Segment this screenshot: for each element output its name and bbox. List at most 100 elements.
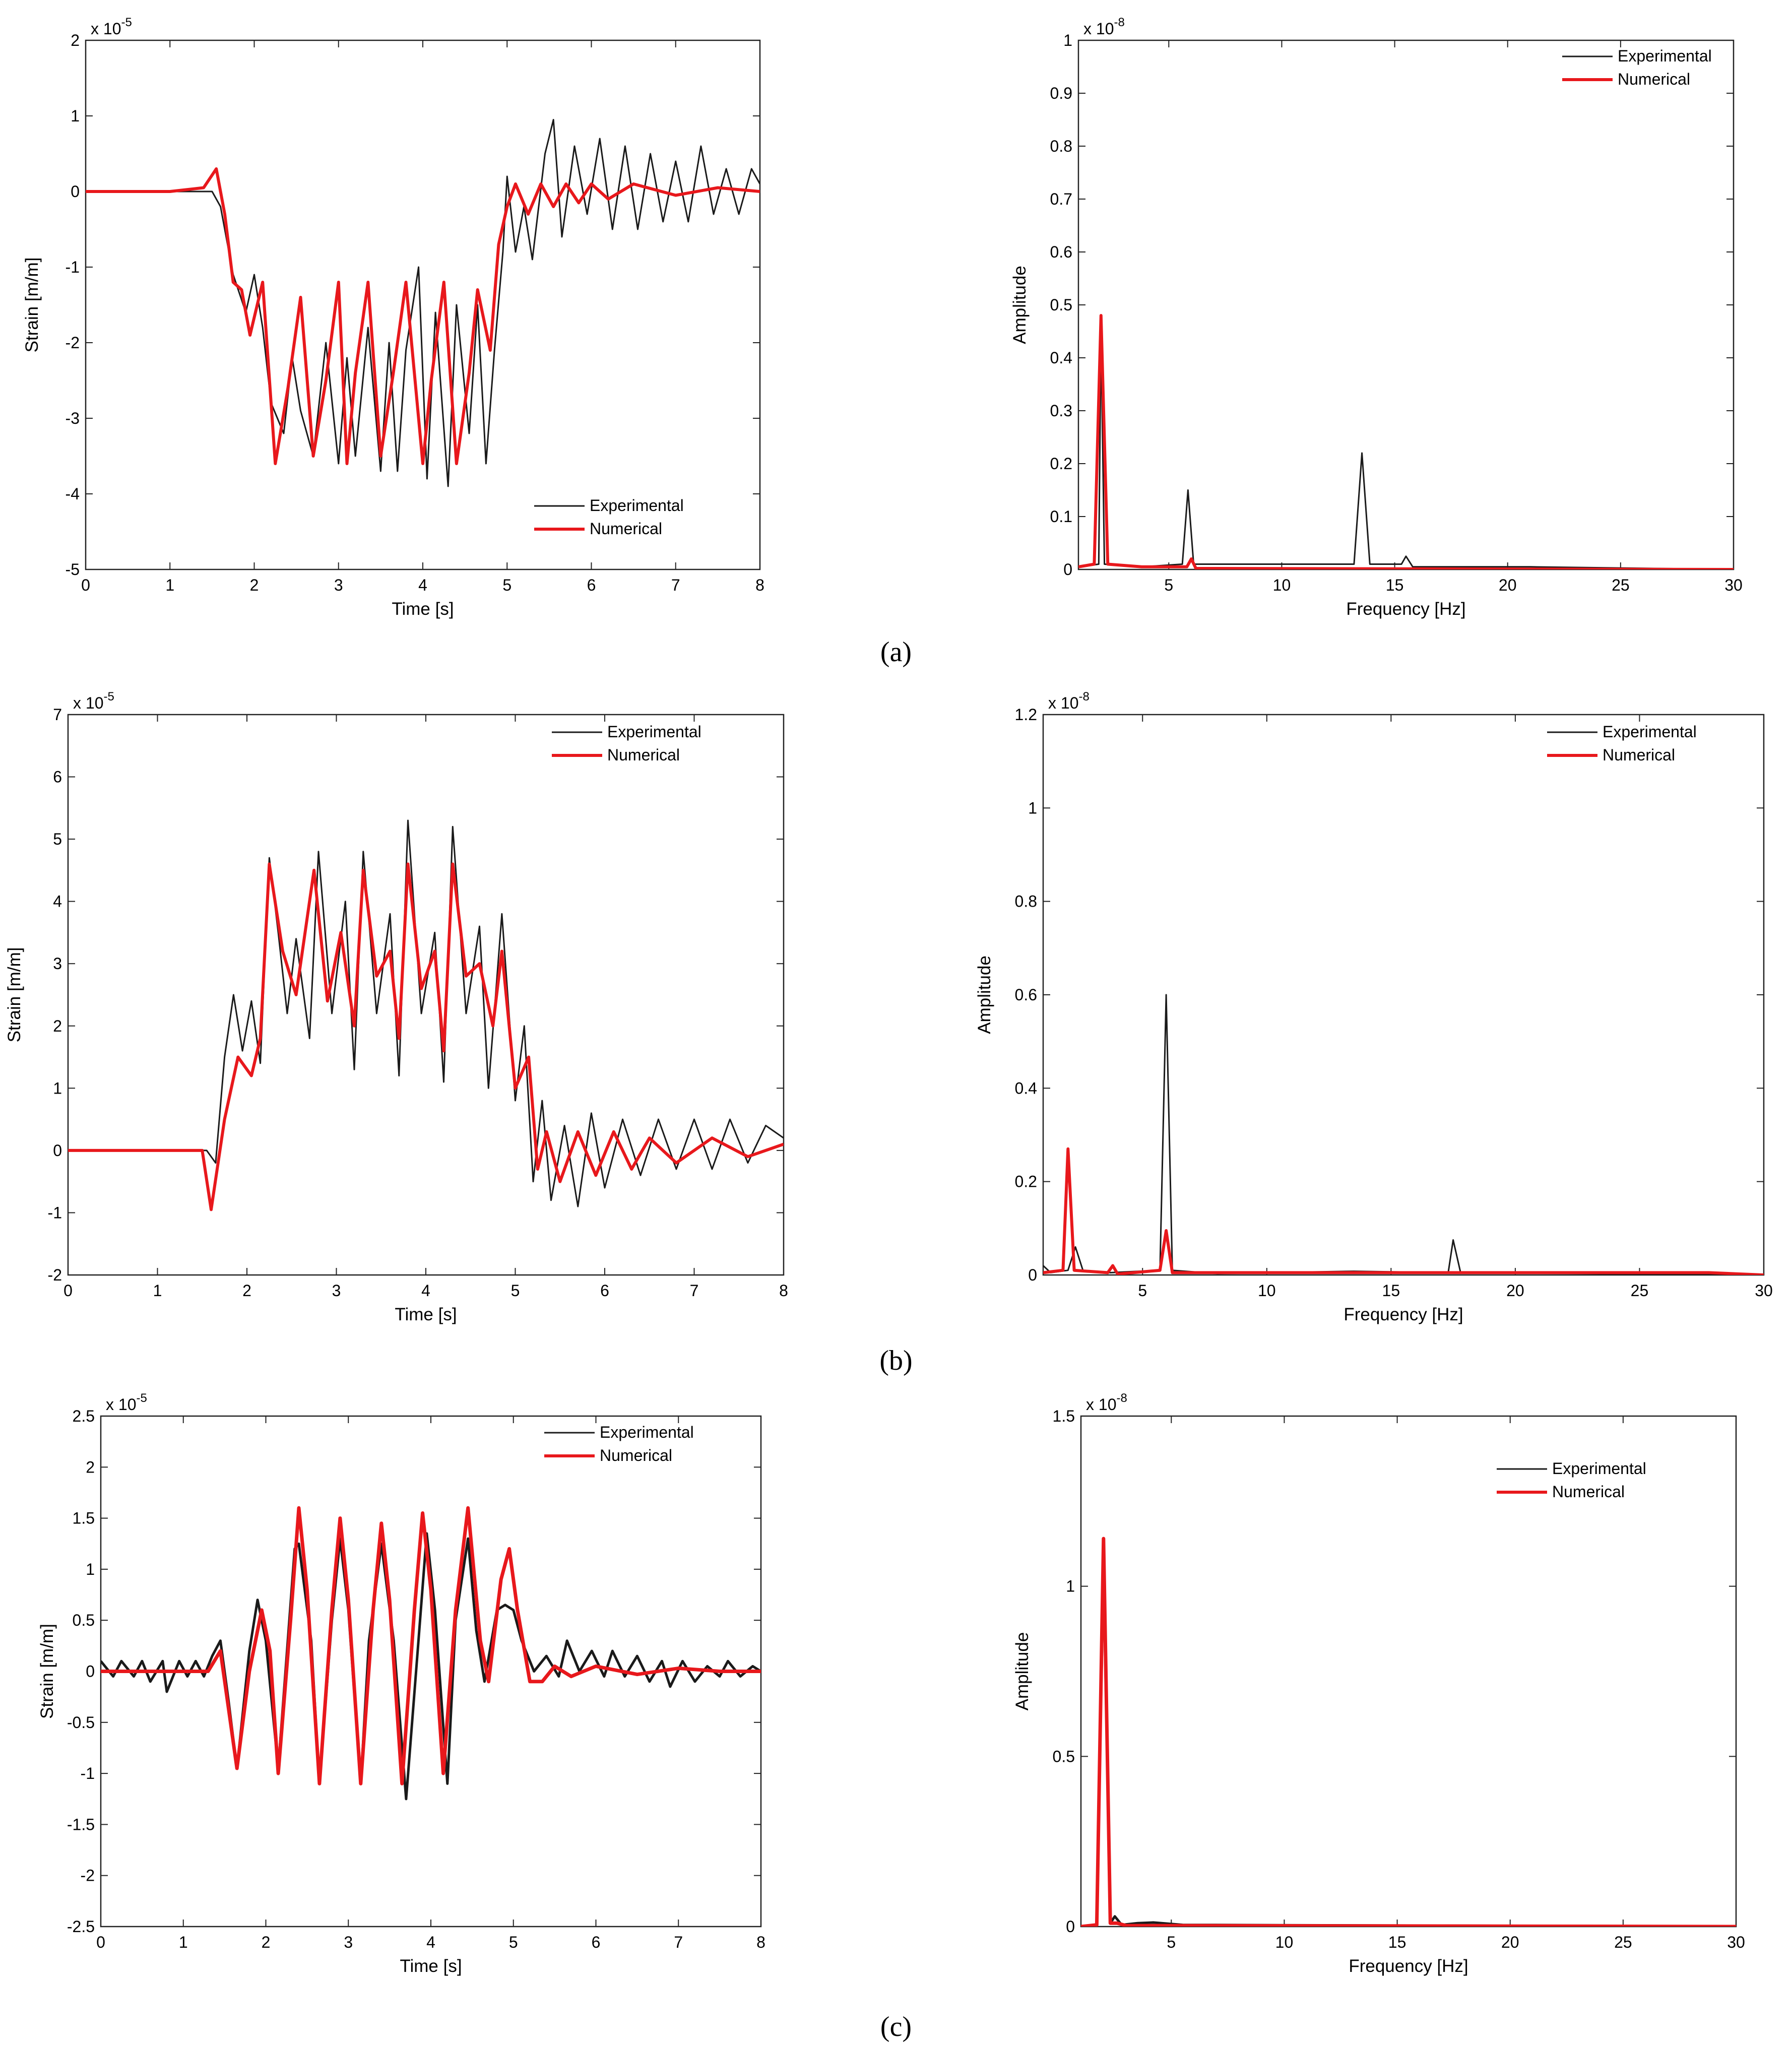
y-axis-label: Strain [m/m] <box>5 947 24 1043</box>
y-tick-label: 5 <box>53 830 62 848</box>
y-exponent-label: x 10-5 <box>73 690 114 712</box>
y-axis-label: Amplitude <box>1012 1632 1032 1711</box>
y-tick-label: 1 <box>71 107 80 125</box>
plot-frame <box>1042 714 1765 1276</box>
y-axis-label: Amplitude <box>975 955 994 1034</box>
series-line-experimental <box>68 819 784 1207</box>
y-tick-label: 1 <box>53 1079 62 1097</box>
x-tick-label: 15 <box>1382 1282 1400 1300</box>
x-tick-label: 8 <box>755 576 764 594</box>
y-exponent-label: x 10-5 <box>106 1391 147 1414</box>
x-tick-label: 7 <box>671 576 680 594</box>
x-tick-label: 10 <box>1273 576 1291 594</box>
y-tick-label: -2 <box>66 334 80 352</box>
x-tick-label: 3 <box>334 576 343 594</box>
y-tick-label: -0.5 <box>67 1713 95 1732</box>
series-line-numerical <box>86 167 760 465</box>
x-tick-label: 5 <box>502 576 511 594</box>
caption-b: (b) <box>879 1345 912 1376</box>
y-tick-label: -2.5 <box>67 1918 95 1936</box>
chart-3: 0 1 2 3 4 5 6 7 8 -2 -1 0 1 2 3 4 5 6 7 x 10-5 Time [s] Strai… <box>5 690 788 1324</box>
y-tick-label: 1 <box>1066 1577 1075 1595</box>
y-axis-label: Strain [m/m] <box>22 258 42 353</box>
y-tick-label: 1 <box>1028 799 1037 817</box>
x-tick-label: 25 <box>1614 1933 1632 1951</box>
x-tick-label: 2 <box>250 576 259 594</box>
x-axis-label: Time [s] <box>392 599 454 619</box>
y-tick-label: 0.9 <box>1050 84 1072 102</box>
x-tick-label: 2 <box>242 1282 251 1300</box>
caption-a: (a) <box>880 636 912 668</box>
x-tick-label: 7 <box>690 1282 699 1300</box>
y-tick-label: 1 <box>86 1560 95 1578</box>
plot-frame <box>67 714 785 1276</box>
y-tick-label: 2.5 <box>73 1407 95 1425</box>
x-tick-label: 6 <box>587 576 596 594</box>
y-tick-label: -1.5 <box>67 1815 95 1833</box>
legend-label: Numerical <box>1603 746 1675 764</box>
x-tick-label: 4 <box>418 576 427 594</box>
y-tick-label: -2 <box>81 1867 95 1885</box>
series-line-numerical <box>1081 1537 1736 1927</box>
x-tick-label: 1 <box>165 576 174 594</box>
y-tick-label: 0 <box>1066 1918 1075 1936</box>
y-tick-label: 0.5 <box>1053 1747 1075 1765</box>
legend-label: Experimental <box>607 723 701 741</box>
x-axis-label: Time [s] <box>400 1956 462 1976</box>
series-line-numerical <box>1078 314 1734 569</box>
plot-frame <box>1080 1415 1737 1928</box>
y-tick-label: 0.6 <box>1015 986 1037 1004</box>
y-tick-label: -1 <box>66 258 80 276</box>
chart-4: 5 10 15 20 25 30 0 0.2 0.4 0.6 0.8 1 1.2 x 10-8 Freque… <box>975 690 1773 1324</box>
x-axis-label: Frequency [Hz] <box>1349 1956 1468 1976</box>
x-tick-label: 15 <box>1388 1933 1406 1951</box>
series-line-numerical <box>68 862 784 1211</box>
y-tick-label: 0 <box>71 182 80 201</box>
legend: Experimental Numerical <box>544 1423 694 1464</box>
y-tick-label: 7 <box>53 706 62 724</box>
x-tick-label: 8 <box>756 1933 765 1951</box>
series-line-numerical <box>101 1506 761 1785</box>
x-tick-label: 5 <box>1167 1933 1176 1951</box>
y-tick-label: 1.5 <box>73 1509 95 1527</box>
x-tick-label: 5 <box>511 1282 520 1300</box>
y-tick-label: 1 <box>1063 31 1072 49</box>
y-tick-label: 0.5 <box>1050 296 1072 314</box>
legend-label: Experimental <box>1618 47 1712 65</box>
y-exponent-label: x 10-5 <box>91 16 132 38</box>
x-tick-label: 5 <box>1164 576 1173 594</box>
y-tick-label: -5 <box>66 560 80 579</box>
y-tick-label: -4 <box>66 485 80 503</box>
legend: Experimental Numerical <box>552 723 701 764</box>
x-tick-label: 20 <box>1501 1933 1519 1951</box>
x-tick-label: 10 <box>1258 1282 1276 1300</box>
y-tick-label: -3 <box>66 409 80 427</box>
x-tick-label: 20 <box>1506 1282 1524 1300</box>
x-tick-label: 30 <box>1727 1933 1745 1951</box>
legend-label: Numerical <box>1618 70 1690 88</box>
x-tick-label: 8 <box>779 1282 788 1300</box>
y-exponent-label: x 10-8 <box>1048 690 1090 712</box>
y-tick-label: 0.8 <box>1015 892 1037 911</box>
y-tick-label: 6 <box>53 768 62 786</box>
y-tick-label: 0 <box>53 1141 62 1160</box>
x-tick-label: 0 <box>96 1933 105 1951</box>
y-tick-label: -1 <box>81 1764 95 1782</box>
y-tick-label: 1.2 <box>1015 706 1037 724</box>
legend-label: Numerical <box>1552 1483 1625 1501</box>
chart-5: 0 1 2 3 4 5 6 7 8 -2.5 -2 -1.5 -1 -0.5 0 0.5 1 1.5 2 2.5 x 1… <box>37 1391 765 1976</box>
y-exponent-label: x 10-8 <box>1083 16 1125 38</box>
x-tick-label: 30 <box>1755 1282 1773 1300</box>
x-tick-label: 1 <box>153 1282 162 1300</box>
y-tick-label: 0.2 <box>1015 1173 1037 1191</box>
x-tick-label: 25 <box>1612 576 1630 594</box>
x-tick-label: 4 <box>421 1282 430 1300</box>
legend: Experimental Numerical <box>1562 47 1712 88</box>
legend-label: Numerical <box>607 746 680 764</box>
y-tick-label: 0.1 <box>1050 507 1072 526</box>
x-tick-label: 1 <box>179 1933 188 1951</box>
series-line-experimental <box>86 119 760 487</box>
legend: Experimental Numerical <box>1547 723 1697 764</box>
y-tick-label: 2 <box>71 31 80 49</box>
x-tick-label: 4 <box>426 1933 435 1951</box>
